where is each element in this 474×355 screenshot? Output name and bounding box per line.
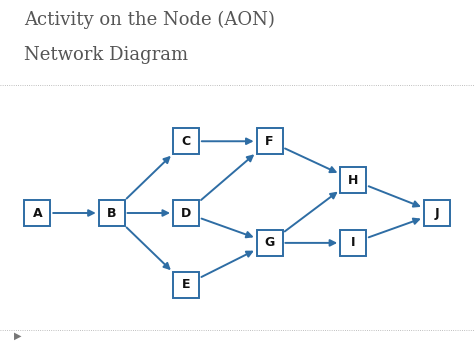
Text: H: H [348, 174, 358, 187]
Bar [256, 230, 283, 256]
Text: Network Diagram: Network Diagram [24, 46, 188, 64]
Text: D: D [181, 207, 191, 219]
Bar [173, 200, 199, 226]
Bar [173, 272, 199, 298]
Text: I: I [351, 236, 356, 250]
Bar [256, 128, 283, 154]
Text: J: J [434, 207, 439, 219]
Text: F: F [265, 135, 274, 148]
Text: A: A [33, 207, 42, 219]
Text: E: E [182, 278, 190, 291]
Text: G: G [264, 236, 274, 250]
Bar [424, 200, 450, 226]
Bar [99, 200, 125, 226]
Text: ▶: ▶ [14, 331, 22, 341]
Text: C: C [182, 135, 191, 148]
Bar [340, 230, 366, 256]
Bar [340, 167, 366, 193]
Bar [24, 200, 50, 226]
Text: Activity on the Node (AON): Activity on the Node (AON) [24, 11, 274, 29]
Bar [173, 128, 199, 154]
Text: B: B [107, 207, 117, 219]
